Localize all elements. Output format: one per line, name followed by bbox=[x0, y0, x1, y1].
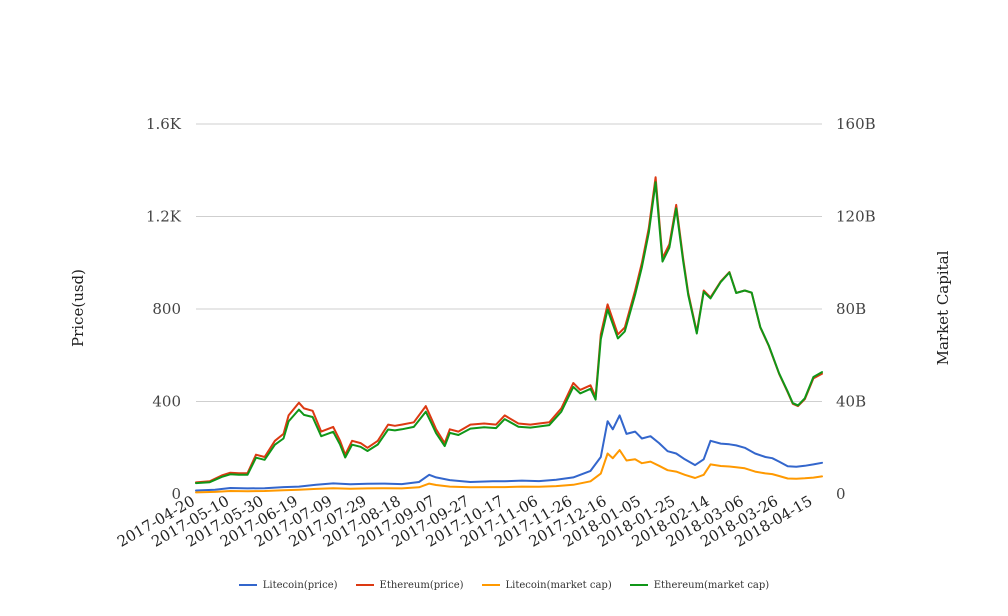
y-tick-label-left: 1.6K bbox=[146, 115, 182, 133]
y-tick-label-right: 0 bbox=[836, 485, 846, 503]
y-tick-label-left: 400 bbox=[152, 393, 181, 411]
legend-label: Litecoin(market cap) bbox=[505, 579, 612, 591]
series-lines bbox=[195, 176, 823, 494]
series-line-3 bbox=[195, 181, 823, 485]
legend-item[interactable]: Ethereum(price) bbox=[355, 579, 464, 591]
y-axis-title-left: Price(usd) bbox=[69, 269, 87, 347]
y-tick-label-left: 800 bbox=[152, 300, 181, 318]
legend-label: Ethereum(market cap) bbox=[653, 579, 770, 591]
series-line-1 bbox=[195, 176, 823, 484]
left-axis-ticks: 0 400 800 1.2K 1.6K bbox=[146, 115, 182, 503]
series-line-0 bbox=[195, 414, 823, 492]
legend: Litecoin(price) Ethereum(price) Litecoin(m… bbox=[0, 576, 1008, 594]
y-tick-label-right: 80B bbox=[836, 300, 866, 318]
y-tick-label-left: 1.2K bbox=[146, 208, 182, 226]
y-tick-label-left: 0 bbox=[171, 485, 181, 503]
x-axis-ticks: 2017-04-202017-05-102017-05-302017-06-19… bbox=[114, 492, 815, 551]
y-tick-label-right: 40B bbox=[836, 393, 866, 411]
y-tick-label-right: 120B bbox=[836, 208, 876, 226]
gridlines bbox=[196, 123, 822, 402]
right-axis-ticks: 0 40B 80B 120B 160B bbox=[836, 115, 876, 503]
legend-item[interactable]: Ethereum(market cap) bbox=[629, 579, 770, 591]
legend-swatch bbox=[355, 584, 374, 586]
legend-label: Ethereum(price) bbox=[379, 579, 464, 591]
legend-swatch bbox=[629, 584, 648, 586]
legend-swatch bbox=[481, 584, 500, 586]
legend-item[interactable]: Litecoin(market cap) bbox=[481, 579, 612, 591]
legend-item[interactable]: Litecoin(price) bbox=[238, 579, 338, 591]
y-axis-title-right: Market Capital bbox=[934, 250, 952, 365]
legend-label: Litecoin(price) bbox=[262, 579, 338, 591]
series-line-2 bbox=[195, 449, 823, 494]
legend-swatch bbox=[238, 584, 257, 586]
y-tick-label-right: 160B bbox=[836, 115, 876, 133]
